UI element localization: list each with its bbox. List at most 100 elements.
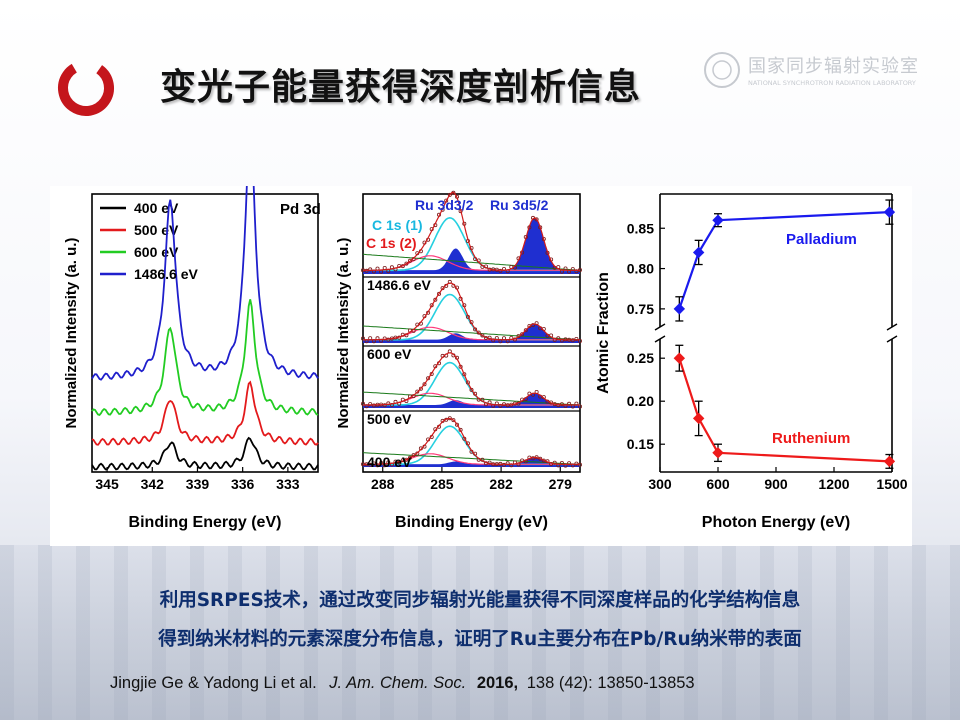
series-label-ruthenium: Ruthenium	[772, 430, 850, 447]
envelope-fit	[363, 352, 580, 406]
data-marker-ruthenium	[883, 455, 896, 468]
annotation-ru3d32: Ru 3d3/2	[415, 197, 474, 213]
data-point	[368, 402, 373, 407]
series-line-400eV	[91, 436, 319, 471]
data-point	[447, 192, 452, 197]
lab-watermark-icon	[704, 52, 740, 88]
data-point	[415, 389, 420, 394]
data-point	[476, 330, 481, 335]
series-line-600eV	[91, 299, 319, 417]
panel-c-xtick-label: 1500	[876, 476, 907, 492]
data-marker-palladium	[712, 214, 724, 226]
citation-journal: J. Am. Chem. Soc.	[329, 674, 467, 692]
background-fit	[362, 253, 581, 271]
ru-3d52-fill	[363, 324, 580, 343]
slide-title: 变光子能量获得深度剖析信息	[160, 67, 642, 108]
background-fit	[362, 325, 581, 341]
data-marker-ruthenium	[712, 447, 724, 459]
data-point	[520, 332, 525, 337]
envelope-fit	[363, 282, 580, 341]
data-point	[440, 286, 445, 291]
data-point	[574, 461, 579, 466]
data-point	[368, 267, 373, 272]
panel-c-ytick-label: 0.85	[627, 220, 654, 236]
panel-c-xtick-label: 900	[764, 476, 788, 492]
panel-c-xtick-label: 1200	[818, 476, 849, 492]
panel-a-xlabel: Binding Energy (eV)	[129, 514, 282, 531]
background-photo	[0, 545, 960, 720]
data-marker-ruthenium	[692, 412, 705, 425]
data-marker-ruthenium	[673, 352, 686, 364]
panel-c-xtick-label: 300	[648, 476, 672, 492]
series-label-palladium: Palladium	[786, 231, 857, 248]
panel-b-tick-label: 282	[489, 476, 513, 492]
panel-b-tick-label: 288	[371, 476, 395, 492]
ru-3d52-fill	[363, 217, 580, 274]
citation-authors: Jingjie Ge & Yadong Li et al.	[110, 674, 317, 692]
data-marker-palladium	[673, 303, 686, 315]
panel-b-ylabel: Normalized Intensity (a. u.)	[335, 238, 352, 429]
data-point	[454, 422, 459, 427]
data-point	[426, 376, 431, 381]
data-point	[386, 401, 391, 406]
data-point	[498, 268, 503, 273]
legend-label: 600 eV	[134, 244, 179, 260]
data-point	[436, 291, 441, 296]
legend-label: 1486.6 eV	[134, 266, 198, 282]
data-point	[523, 328, 528, 333]
caption-line-2: 得到纳米材料的元素深度分布信息，证明了Ru主要分布在Pb/Ru纳米带的表面	[158, 629, 802, 650]
lab-logo	[58, 60, 114, 116]
series-line-ruthenium	[678, 357, 890, 463]
panel-b-frame	[362, 193, 581, 473]
background-fit	[362, 391, 581, 406]
panel-a-tick-label: 333	[276, 476, 300, 492]
panel-b-tick-label: 279	[549, 476, 573, 492]
data-point	[574, 269, 579, 274]
envelope-fit	[363, 191, 580, 271]
panel-a-label: Pd 3d	[280, 201, 321, 218]
data-point	[404, 261, 409, 266]
data-point	[559, 338, 564, 343]
data-point	[371, 461, 376, 466]
series-line-14866eV	[91, 125, 319, 381]
series-line-500eV	[91, 380, 319, 446]
panel-c-ytick-label: 0.15	[627, 436, 654, 452]
lab-watermark: 国家同步辐射实验室 NATIONAL SYNCHROTRON RADIATION…	[700, 48, 940, 98]
stack-label: 600 eV	[367, 346, 412, 362]
panel-b-xlabel: Binding Energy (eV)	[395, 514, 548, 531]
panel-a-tick-label: 342	[141, 476, 165, 492]
panel-b-tick-label: 285	[430, 476, 454, 492]
stack-label: 1486.6 eV	[367, 277, 431, 293]
stack-label: 400 eV	[367, 454, 412, 470]
data-point	[407, 455, 412, 460]
data-point	[480, 333, 485, 338]
panel-a-tick-label: 345	[95, 476, 119, 492]
panel-c-xlabel: Photon Energy (eV)	[702, 514, 850, 531]
axis-break-mark	[654, 335, 666, 343]
panel-c-xtick-label: 600	[706, 476, 730, 492]
data-point	[411, 453, 416, 458]
data-point	[407, 258, 412, 263]
citation-year: 2016,	[476, 674, 519, 692]
panel-a-tick-label: 336	[231, 476, 255, 492]
data-point	[433, 297, 438, 302]
data-marker-palladium	[692, 246, 705, 259]
annotation-c1s-2: C 1s (2)	[366, 235, 417, 251]
figure: 345 342 339 336 333 Binding Energy (eV) Normal…	[50, 125, 912, 546]
panel-c-ytick-label: 0.20	[627, 393, 654, 409]
data-point	[501, 402, 506, 407]
data-point	[382, 336, 387, 341]
panel-c-ytick-label: 0.80	[627, 261, 654, 277]
data-point	[451, 418, 456, 423]
lab-name-en: NATIONAL SYNCHROTRON RADIATION LABORATOR…	[748, 79, 916, 87]
data-point	[574, 336, 579, 341]
stack-label: 500 eV	[367, 411, 412, 427]
panel-c-ylabel: Atomic Fraction	[595, 272, 612, 394]
data-point	[418, 386, 423, 391]
figure-svg: 345 342 339 336 333 Binding Energy (eV) Normal…	[63, 125, 908, 531]
series-line-palladium	[678, 211, 890, 310]
citation: Jingjie Ge & Yadong Li et al. J. Am. Che…	[110, 674, 695, 693]
citation-volume-pages: 138 (42): 13850-13853	[526, 674, 695, 692]
axis-break-mark	[654, 323, 666, 331]
data-point	[559, 402, 564, 407]
